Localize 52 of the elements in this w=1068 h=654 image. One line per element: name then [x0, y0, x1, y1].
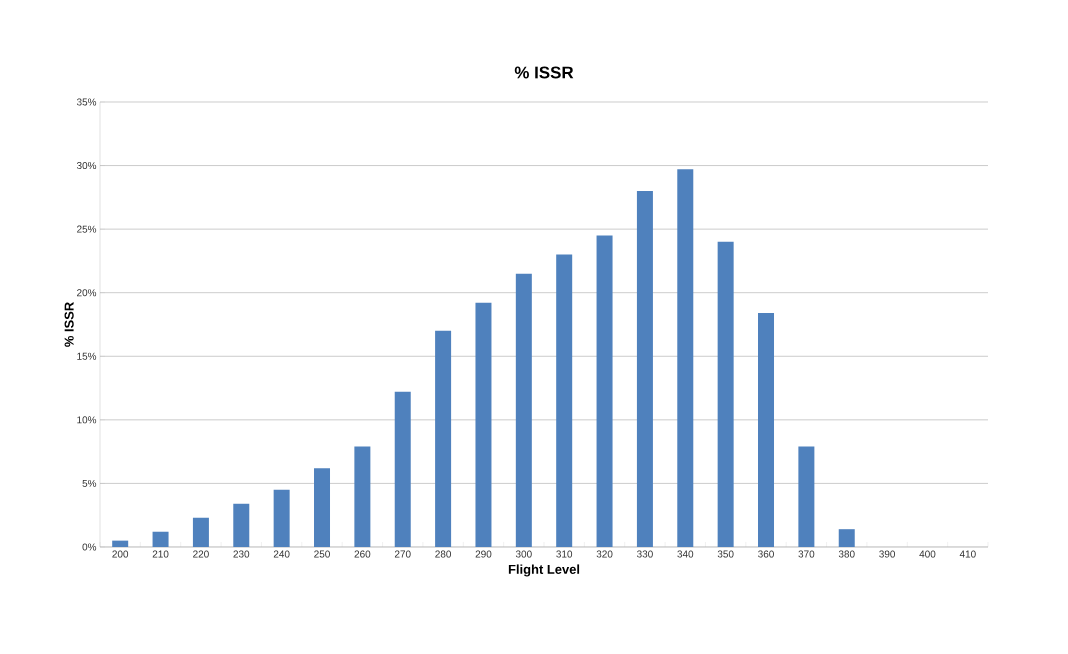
x-tick-label: 230 [233, 550, 250, 558]
bar [112, 540, 129, 547]
y-tick-label: 0% [82, 543, 97, 551]
x-tick-label: 370 [798, 550, 815, 558]
bar [354, 446, 371, 547]
bar [475, 302, 492, 547]
bar [838, 529, 855, 547]
x-tick-label: 400 [919, 550, 936, 558]
x-tick-label: 260 [354, 550, 371, 558]
x-tick-label: 340 [677, 550, 694, 558]
bar [717, 241, 734, 547]
x-axis-title: Flight Level [508, 564, 580, 577]
x-tick-label: 310 [556, 550, 573, 558]
bar [556, 254, 573, 547]
x-tick-label: 270 [394, 550, 411, 558]
bar [233, 503, 250, 547]
x-tick-label: 350 [717, 550, 734, 558]
x-tick-label: 250 [314, 550, 330, 558]
y-tick-label: 15% [77, 352, 97, 360]
x-tick-label: 410 [959, 550, 976, 558]
bar [798, 446, 815, 547]
chart-title: % ISSR [514, 66, 574, 79]
bar [314, 468, 331, 547]
y-axis-title: % ISSR [64, 302, 74, 347]
bar [192, 517, 209, 547]
x-tick-label: 300 [515, 550, 532, 558]
bar [394, 391, 411, 547]
x-tick-label: 240 [273, 550, 290, 558]
y-tick-label: 25% [77, 225, 97, 233]
bar [596, 235, 613, 547]
x-tick-label: 360 [758, 550, 774, 558]
bar [273, 489, 290, 547]
x-tick-label: 210 [152, 550, 169, 558]
bar [152, 531, 169, 547]
bar [677, 169, 694, 547]
y-tick-label: 5% [82, 479, 97, 487]
x-tick-label: 390 [879, 550, 896, 558]
y-tick-label: 30% [76, 162, 97, 170]
x-tick-label: 220 [193, 550, 209, 558]
bar [435, 330, 452, 547]
x-tick-label: 200 [112, 550, 129, 558]
y-tick-label: 10% [77, 416, 97, 424]
bar [758, 313, 775, 547]
x-tick-label: 290 [475, 550, 492, 558]
y-tick-label: 35% [76, 98, 97, 106]
x-tick-label: 330 [636, 550, 653, 558]
y-tick-label: 20% [77, 289, 97, 297]
bar [515, 273, 532, 547]
x-tick-label: 280 [435, 550, 452, 558]
x-tick-label: 320 [596, 550, 613, 558]
bar [636, 190, 653, 547]
x-tick-label: 380 [838, 550, 855, 558]
